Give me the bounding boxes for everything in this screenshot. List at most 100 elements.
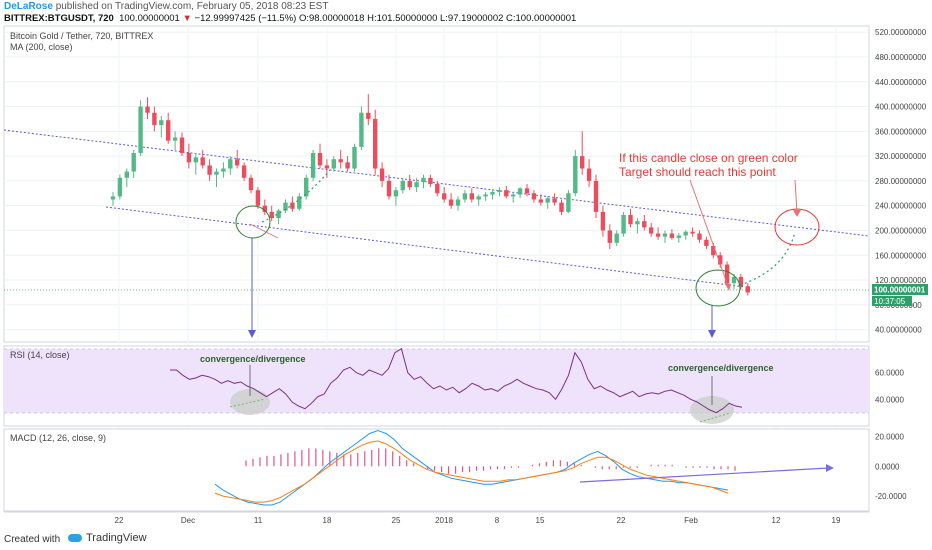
candle[interactable] [262, 199, 267, 215]
price-axis[interactable]: 40.0000000080.00000000120.00000000160.00… [875, 28, 927, 334]
candle[interactable] [649, 223, 654, 237]
candle[interactable] [469, 188, 474, 203]
candle[interactable] [593, 174, 599, 219]
candle[interactable] [310, 149, 316, 181]
rsi-annotation-1[interactable]: convergence/divergence [200, 354, 306, 364]
candle[interactable] [317, 143, 323, 169]
divergence-ellipse-2[interactable] [695, 269, 741, 307]
candle[interactable] [373, 109, 378, 175]
candle[interactable] [731, 273, 737, 290]
candle[interactable] [159, 115, 164, 138]
candle[interactable] [669, 229, 675, 240]
candle[interactable] [193, 153, 198, 175]
author-name[interactable]: DeLaRose [4, 1, 53, 12]
candle[interactable] [297, 193, 302, 211]
candle[interactable] [407, 174, 412, 191]
candle[interactable] [393, 187, 399, 206]
candle[interactable] [462, 190, 468, 203]
candle[interactable] [697, 230, 702, 243]
candle[interactable] [172, 131, 178, 150]
candle[interactable] [352, 143, 357, 172]
candle[interactable] [414, 177, 419, 193]
candle[interactable] [655, 227, 661, 240]
chart-canvas[interactable]: Bitcoin Gold / Tether, 720, BITTREX MA (… [0, 0, 932, 528]
candle[interactable] [117, 174, 123, 200]
candle[interactable] [476, 194, 481, 206]
arrow-candle[interactable] [689, 179, 729, 287]
candle[interactable] [621, 211, 626, 237]
candle[interactable] [559, 199, 564, 215]
candle[interactable] [145, 97, 150, 119]
candle[interactable] [207, 159, 212, 181]
rsi-annotation-2[interactable]: convergence/divergence [668, 363, 774, 373]
candle[interactable] [324, 159, 330, 178]
candle[interactable] [676, 232, 681, 243]
candle[interactable] [228, 156, 233, 175]
candle[interactable] [448, 193, 454, 209]
candle[interactable] [497, 187, 502, 197]
candle[interactable] [131, 149, 136, 178]
candle[interactable] [628, 208, 633, 228]
candle[interactable] [428, 174, 433, 188]
candle[interactable] [504, 185, 509, 199]
channel-lower-line[interactable] [105, 206, 746, 288]
candle[interactable] [186, 143, 192, 169]
candle[interactable] [704, 236, 709, 250]
candle[interactable] [524, 184, 530, 197]
candle[interactable] [531, 190, 537, 203]
rsi-axis[interactable]: 40.0000 60.0000 [875, 369, 904, 405]
candle[interactable] [545, 196, 550, 209]
candle[interactable] [345, 156, 350, 172]
candle[interactable] [304, 174, 309, 200]
candle[interactable] [455, 196, 461, 211]
candle[interactable] [511, 192, 516, 203]
candle[interactable] [662, 230, 668, 243]
candle[interactable] [179, 132, 185, 157]
channel-upper-line[interactable] [3, 129, 870, 237]
candle[interactable] [338, 149, 343, 169]
candle[interactable] [614, 230, 619, 246]
candle[interactable] [214, 168, 219, 188]
candle[interactable] [600, 205, 606, 237]
candle[interactable] [573, 149, 578, 197]
candle[interactable] [200, 149, 205, 169]
candle[interactable] [283, 199, 288, 214]
candle[interactable] [635, 218, 640, 234]
candle[interactable] [607, 224, 612, 250]
macd-histogram[interactable] [245, 448, 736, 474]
candle-series[interactable] [110, 94, 750, 296]
signal-line[interactable] [214, 440, 729, 503]
candle[interactable] [517, 187, 523, 199]
annotation-line-1[interactable]: If this candle close on green color [619, 151, 798, 165]
candle[interactable] [138, 100, 143, 157]
candle[interactable] [421, 174, 426, 189]
tradingview-brand[interactable]: TradingView [68, 532, 147, 544]
candle[interactable] [566, 190, 571, 214]
candle[interactable] [442, 187, 447, 203]
candle[interactable] [642, 214, 647, 231]
annotation-line-2[interactable]: Target should reach this point [619, 165, 776, 179]
candle[interactable] [110, 192, 116, 206]
candle[interactable] [235, 149, 240, 169]
candle[interactable] [580, 131, 585, 175]
candle[interactable] [241, 162, 247, 181]
candle[interactable] [738, 273, 744, 290]
candle[interactable] [248, 174, 254, 194]
candle[interactable] [435, 180, 440, 197]
candle[interactable] [331, 156, 336, 172]
candle[interactable] [586, 159, 592, 188]
candle[interactable] [745, 283, 750, 296]
time-axis[interactable]: 22 Dec 11 18 25 2018 8 15 22 Feb 12 19 [4, 511, 869, 525]
candle[interactable] [490, 190, 495, 200]
macd-trend-arrow[interactable] [579, 467, 829, 483]
candle[interactable] [359, 106, 364, 150]
macd-axis[interactable]: 20.0000 0.0000 -20.0000 [875, 432, 907, 501]
candle[interactable] [276, 208, 281, 225]
candle[interactable] [683, 230, 688, 240]
candle[interactable] [166, 112, 171, 144]
macd-line[interactable] [214, 429, 729, 506]
candle[interactable] [255, 187, 261, 209]
divergence-ellipse-1[interactable] [235, 205, 271, 239]
candle[interactable] [152, 106, 157, 132]
candle[interactable] [400, 177, 405, 194]
